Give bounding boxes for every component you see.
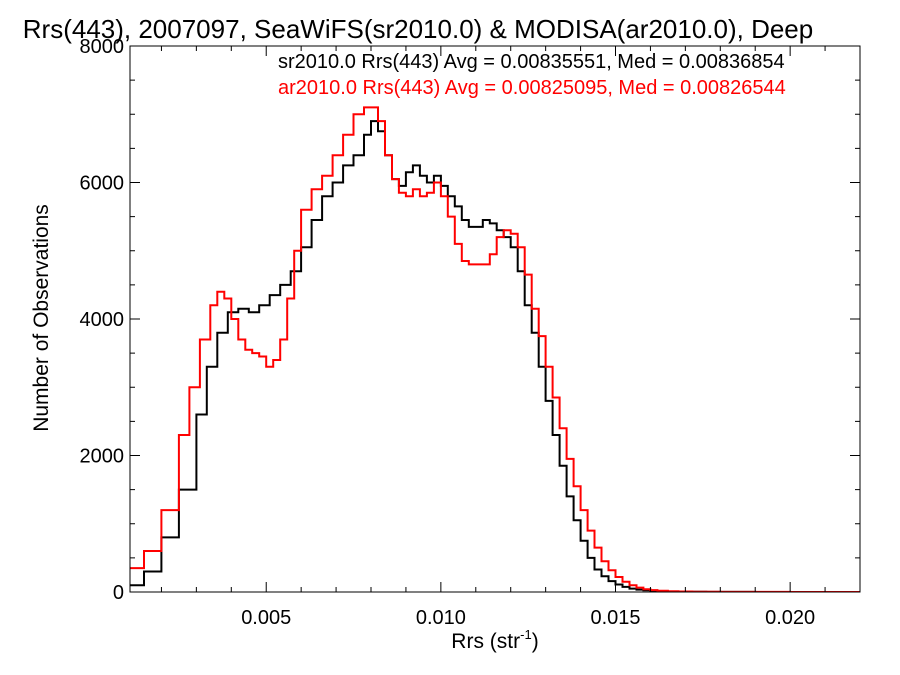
- x-axis-label: Rrs (str-1): [451, 627, 538, 653]
- x-axis-label-main: Rrs (str: [451, 630, 520, 653]
- y-tick-label: 4000: [80, 309, 125, 331]
- x-tick-label: 0.010: [416, 607, 466, 629]
- legend-entry: ar2010.0 Rrs(443) Avg = 0.00825095, Med …: [278, 77, 786, 99]
- x-axis-label-close: ): [532, 630, 539, 653]
- plot-frame: [129, 45, 861, 593]
- series-line-sr2010.0: [130, 120, 860, 592]
- y-tick-label: 0: [113, 582, 124, 604]
- series-group: [130, 106, 860, 592]
- legend-entry: sr2010.0 Rrs(443) Avg = 0.00835551, Med …: [278, 51, 785, 73]
- series-line-ar2010.0: [130, 106, 860, 592]
- y-tick-label: 6000: [80, 173, 125, 195]
- y-axis-label: Number of Observations: [30, 204, 53, 432]
- y-tick-label: 2000: [80, 446, 125, 468]
- x-axis-label-sup: -1: [520, 627, 532, 642]
- legend: sr2010.0 Rrs(443) Avg = 0.00835551, Med …: [278, 51, 786, 99]
- x-tick-label: 0.005: [241, 607, 291, 629]
- y-axis: 0 2000 4000 6000 8000: [80, 36, 860, 604]
- x-axis: 0.005 0.010 0.015 0.020: [160, 46, 861, 629]
- x-tick-label: 0.015: [590, 607, 640, 629]
- chart-title: Rrs(443), 2007097, SeaWiFS(sr2010.0) & M…: [23, 14, 813, 44]
- plot-area: 0.005 0.010 0.015 0.020 0 2000 4000 6000 8000: [80, 36, 861, 629]
- y-tick-label: 8000: [80, 36, 125, 58]
- x-tick-label: 0.020: [765, 607, 815, 629]
